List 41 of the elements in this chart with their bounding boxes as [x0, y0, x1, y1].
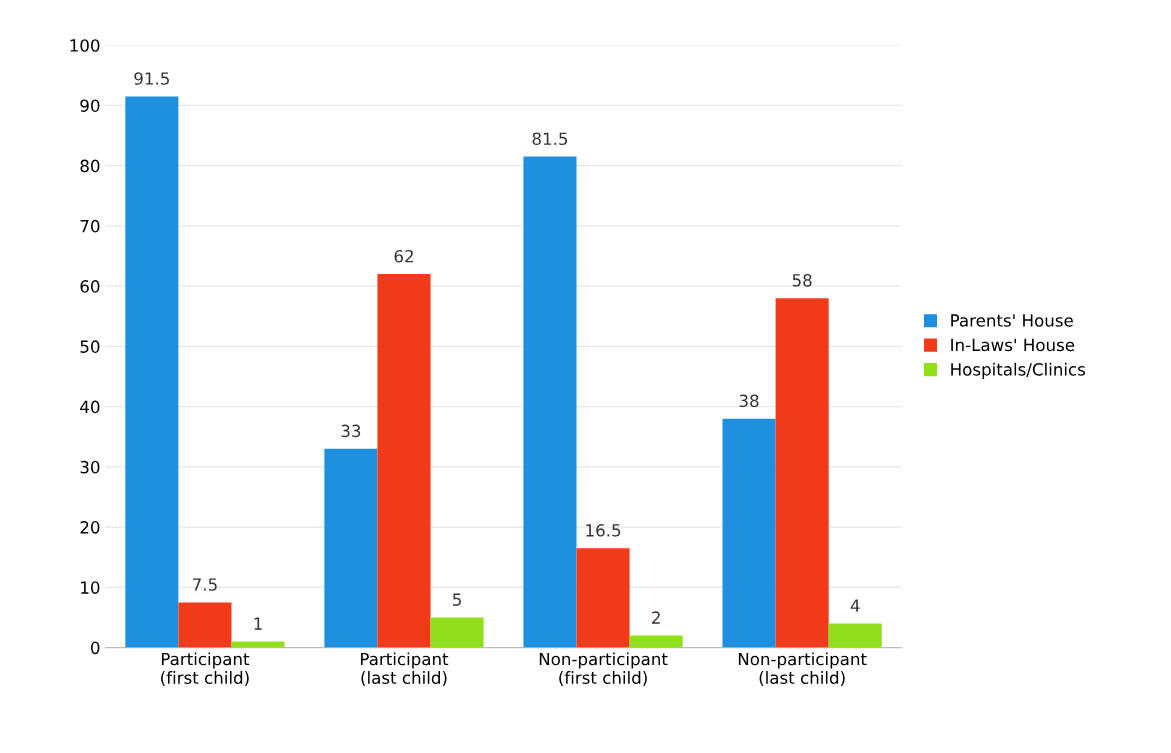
data-label: 62: [394, 249, 413, 263]
legend-label: Parents' House: [951, 314, 1073, 327]
bar: [125, 96, 179, 648]
bar: [629, 635, 683, 648]
y-tick-label: 80: [80, 159, 100, 173]
x-tick-label: Non-participant (first child): [539, 652, 668, 686]
y-tick-label: 90: [80, 99, 100, 112]
legend-label: In-Laws' House: [951, 338, 1075, 352]
y-tick-label: 50: [80, 340, 100, 353]
bar: [722, 418, 776, 648]
data-label: 2: [652, 611, 660, 624]
data-label: 5: [453, 593, 461, 606]
data-label: 91.5: [134, 72, 169, 85]
y-tick-label: 30: [80, 460, 100, 474]
bar: [828, 623, 882, 648]
data-label: 4: [850, 599, 860, 612]
y-tick-label: 60: [80, 280, 100, 293]
bar: [775, 298, 829, 648]
data-label: 81.5: [532, 132, 568, 146]
data-label: 16.5: [586, 524, 621, 537]
data-label: 7.5: [193, 578, 217, 591]
bar: [430, 617, 484, 648]
y-tick-label: 70: [80, 219, 100, 233]
data-label: 38: [739, 394, 759, 408]
x-tick-label: Participant (last child): [361, 652, 449, 686]
data-label: 58: [792, 274, 812, 287]
y-tick-label: 40: [80, 400, 100, 414]
x-tick-label: Participant (first child): [161, 652, 250, 686]
bar: [324, 448, 378, 648]
y-tick-label: 0: [91, 641, 100, 655]
data-label: 1: [254, 617, 262, 630]
bar: [523, 156, 577, 648]
x-tick-label: Non-participant (last child): [738, 652, 867, 686]
legend-label: Hospitals/Clinics: [951, 362, 1086, 379]
y-tick-label: 100: [70, 39, 100, 52]
y-tick-label: 20: [80, 521, 100, 534]
bar: [377, 274, 431, 648]
bar: [178, 602, 232, 648]
y-tick-label: 10: [81, 581, 100, 594]
bar: [576, 548, 630, 648]
data-label: 33: [341, 424, 361, 438]
